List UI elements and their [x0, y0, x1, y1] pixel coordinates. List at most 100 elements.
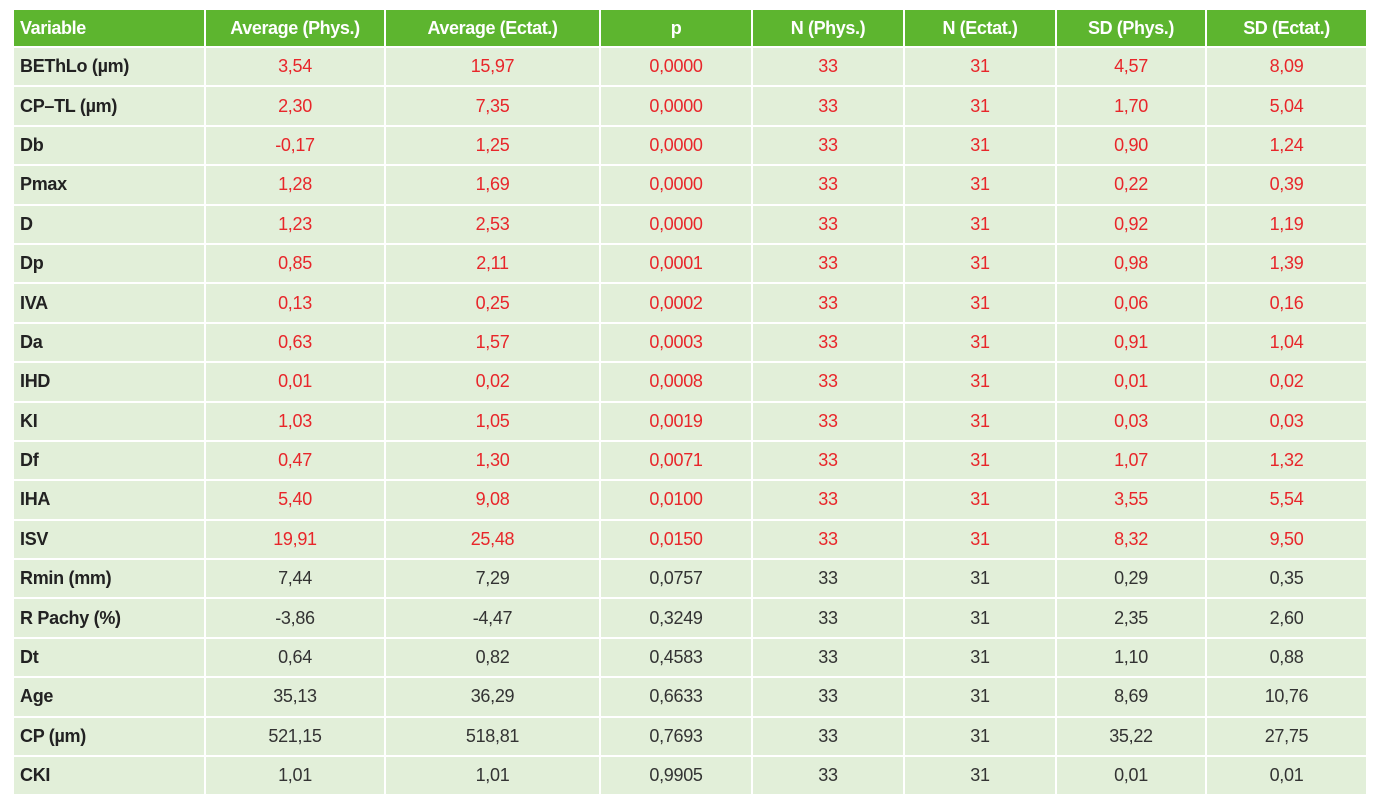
value-cell: 0,63 — [206, 323, 384, 362]
value-cell: 3,55 — [1057, 481, 1205, 519]
table-row: Age 35,13 36,29 0,6633 33 31 8,69 10,76 — [14, 678, 1366, 716]
value-cell: 33 — [753, 717, 903, 756]
value-cell: 31 — [905, 166, 1055, 204]
value-cell: 1,39 — [1207, 244, 1366, 283]
value-cell: 0,0757 — [601, 560, 751, 598]
value-cell: 1,05 — [386, 402, 599, 440]
value-cell: 0,0003 — [601, 323, 751, 362]
value-cell: 1,25 — [386, 126, 599, 165]
value-cell: 33 — [753, 323, 903, 362]
value-cell: 0,13 — [206, 284, 384, 322]
value-cell: 0,0000 — [601, 87, 751, 125]
table-row: BEThLo (µm) 3,54 15,97 0,0000 33 31 4,57 8,09 — [14, 48, 1366, 86]
variable-cell: KI — [14, 402, 204, 440]
header-cell: N (Phys.) — [753, 10, 903, 46]
value-cell: 25,48 — [386, 520, 599, 559]
value-cell: 0,82 — [386, 638, 599, 677]
value-cell: 0,02 — [1207, 363, 1366, 401]
value-cell: 3,54 — [206, 48, 384, 86]
table-body: BEThLo (µm) 3,54 15,97 0,0000 33 31 4,57 8,09 CP… — [14, 48, 1366, 795]
value-cell: 33 — [753, 402, 903, 440]
value-cell: 1,10 — [1057, 638, 1205, 677]
value-cell: 0,35 — [1207, 560, 1366, 598]
variable-cell: CP–TL (µm) — [14, 87, 204, 125]
value-cell: 31 — [905, 284, 1055, 322]
value-cell: 4,57 — [1057, 48, 1205, 86]
value-cell: 1,07 — [1057, 441, 1205, 480]
value-cell: 31 — [905, 48, 1055, 86]
header-cell: SD (Ectat.) — [1207, 10, 1366, 46]
value-cell: 31 — [905, 599, 1055, 637]
value-cell: 1,30 — [386, 441, 599, 480]
header-cell: Average (Phys.) — [206, 10, 384, 46]
value-cell: 0,4583 — [601, 638, 751, 677]
variable-cell: Rmin (mm) — [14, 560, 204, 598]
value-cell: 31 — [905, 323, 1055, 362]
value-cell: -3,86 — [206, 599, 384, 637]
value-cell: 7,29 — [386, 560, 599, 598]
value-cell: 31 — [905, 205, 1055, 243]
value-cell: 1,69 — [386, 166, 599, 204]
value-cell: 31 — [905, 560, 1055, 598]
value-cell: 33 — [753, 638, 903, 677]
variable-cell: IHA — [14, 481, 204, 519]
value-cell: 0,06 — [1057, 284, 1205, 322]
value-cell: 0,90 — [1057, 126, 1205, 165]
value-cell: 0,0150 — [601, 520, 751, 559]
value-cell: 2,35 — [1057, 599, 1205, 637]
value-cell: 33 — [753, 363, 903, 401]
table-row: D 1,23 2,53 0,0000 33 31 0,92 1,19 — [14, 205, 1366, 243]
value-cell: 33 — [753, 678, 903, 716]
value-cell: 1,01 — [386, 757, 599, 795]
value-cell: 2,60 — [1207, 599, 1366, 637]
value-cell: 0,03 — [1207, 402, 1366, 440]
table-row: KI 1,03 1,05 0,0019 33 31 0,03 0,03 — [14, 402, 1366, 440]
value-cell: 0,25 — [386, 284, 599, 322]
value-cell: 1,24 — [1207, 126, 1366, 165]
value-cell: 33 — [753, 560, 903, 598]
value-cell: 31 — [905, 363, 1055, 401]
value-cell: 31 — [905, 717, 1055, 756]
value-cell: 5,54 — [1207, 481, 1366, 519]
table-row: Pmax 1,28 1,69 0,0000 33 31 0,22 0,39 — [14, 166, 1366, 204]
value-cell: 36,29 — [386, 678, 599, 716]
value-cell: 33 — [753, 244, 903, 283]
value-cell: 0,9905 — [601, 757, 751, 795]
variable-cell: Df — [14, 441, 204, 480]
value-cell: 2,11 — [386, 244, 599, 283]
value-cell: 0,0000 — [601, 126, 751, 165]
table-row: R Pachy (%) -3,86 -4,47 0,3249 33 31 2,35 2,60 — [14, 599, 1366, 637]
variable-cell: BEThLo (µm) — [14, 48, 204, 86]
value-cell: 31 — [905, 126, 1055, 165]
value-cell: 0,39 — [1207, 166, 1366, 204]
value-cell: 31 — [905, 757, 1055, 795]
value-cell: 1,04 — [1207, 323, 1366, 362]
value-cell: 33 — [753, 166, 903, 204]
value-cell: 0,0100 — [601, 481, 751, 519]
value-cell: 31 — [905, 441, 1055, 480]
table-row: Dt 0,64 0,82 0,4583 33 31 1,10 0,88 — [14, 638, 1366, 677]
variable-cell: Db — [14, 126, 204, 165]
value-cell: 31 — [905, 638, 1055, 677]
value-cell: 1,32 — [1207, 441, 1366, 480]
value-cell: 33 — [753, 599, 903, 637]
variable-cell: Dp — [14, 244, 204, 283]
value-cell: 0,0000 — [601, 205, 751, 243]
value-cell: 1,03 — [206, 402, 384, 440]
value-cell: 0,64 — [206, 638, 384, 677]
value-cell: 1,01 — [206, 757, 384, 795]
value-cell: 31 — [905, 87, 1055, 125]
table-row: Da 0,63 1,57 0,0003 33 31 0,91 1,04 — [14, 323, 1366, 362]
value-cell: 8,69 — [1057, 678, 1205, 716]
value-cell: 33 — [753, 481, 903, 519]
value-cell: 5,04 — [1207, 87, 1366, 125]
value-cell: 0,47 — [206, 441, 384, 480]
value-cell: 0,01 — [1057, 363, 1205, 401]
table-row: Db -0,17 1,25 0,0000 33 31 0,90 1,24 — [14, 126, 1366, 165]
variable-cell: ISV — [14, 520, 204, 559]
value-cell: -4,47 — [386, 599, 599, 637]
variable-cell: IVA — [14, 284, 204, 322]
header-row: Variable Average (Phys.) Average (Ectat.) p… — [14, 10, 1366, 46]
value-cell: 0,85 — [206, 244, 384, 283]
